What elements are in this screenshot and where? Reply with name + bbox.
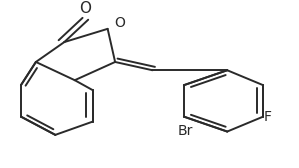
Text: F: F	[264, 110, 271, 124]
Text: Br: Br	[178, 124, 193, 138]
Text: O: O	[114, 16, 125, 30]
Text: O: O	[79, 2, 91, 16]
